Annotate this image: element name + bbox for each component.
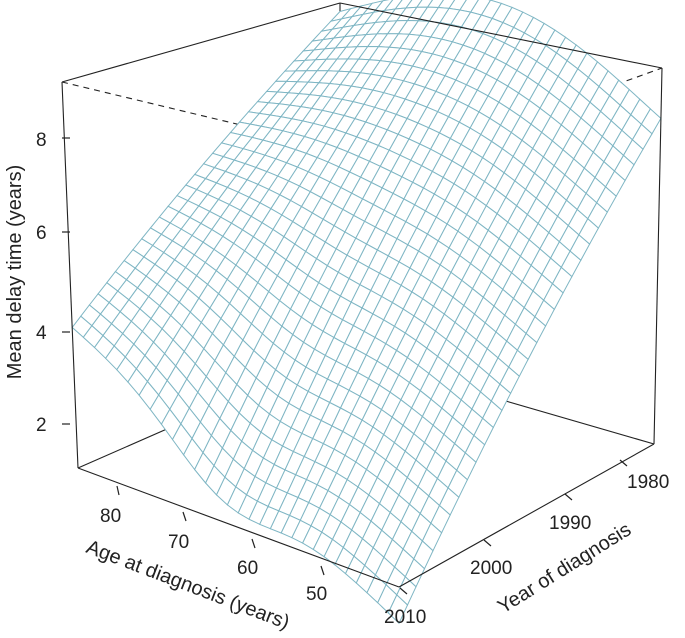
age-tick-50 — [320, 565, 325, 576]
box-edge-front-year — [398, 443, 655, 588]
age-tick-label-80: 80 — [100, 506, 121, 527]
year-tick-1980 — [619, 459, 628, 467]
surface-cell — [387, 594, 409, 625]
surface-mesh — [71, 0, 662, 625]
z-tick-label-8: 8 — [36, 130, 47, 151]
box-edge-top-right — [339, 2, 663, 69]
age-tick-60 — [251, 538, 256, 549]
year-tick-2010 — [399, 587, 408, 595]
box-edge-front-age — [77, 467, 400, 588]
age-tick-label-70: 70 — [168, 532, 189, 553]
z-axis: 2 4 6 8 Mean delay time (years) — [4, 130, 70, 436]
year-tick-2000 — [483, 539, 492, 547]
z-tick-label-4: 4 — [36, 323, 47, 344]
year-tick-1990 — [564, 493, 573, 501]
age-tick-70 — [182, 511, 187, 522]
year-tick-label-1990: 1990 — [549, 513, 591, 534]
surface-patches — [71, 0, 662, 625]
box-edge-left-vertical — [61, 81, 79, 469]
year-tick-label-2010: 2010 — [384, 607, 426, 628]
age-tick-80 — [116, 485, 120, 496]
z-tick-label-6: 6 — [36, 223, 47, 244]
box-edge-right-vertical — [653, 67, 663, 445]
age-tick-label-60: 60 — [237, 558, 258, 579]
age-tick-label-50: 50 — [306, 584, 327, 605]
z-axis-title: Mean delay time (years) — [4, 165, 26, 380]
box-front-edges — [61, 2, 663, 588]
box-edge-top-left — [61, 2, 341, 83]
year-tick-label-1980: 1980 — [627, 472, 669, 493]
z-tick-label-2: 2 — [36, 415, 47, 436]
year-tick-label-2000: 2000 — [470, 558, 512, 579]
